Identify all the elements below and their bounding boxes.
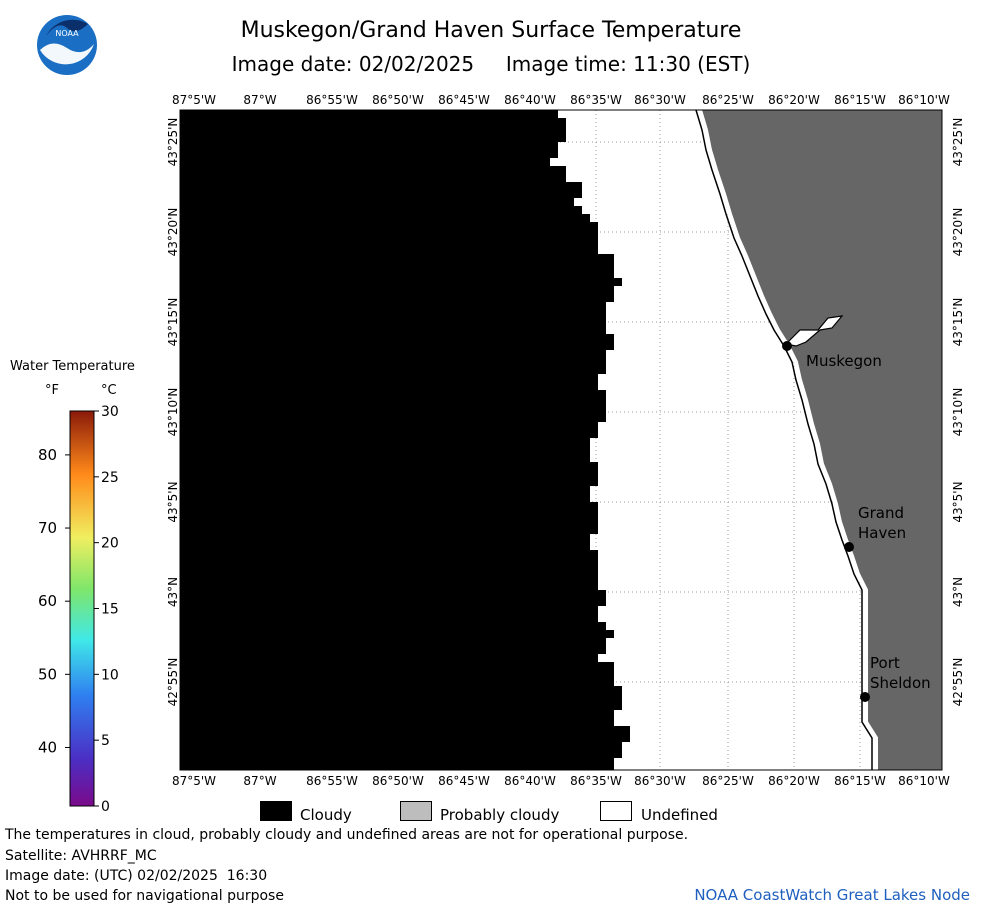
longitude-label-bottom: 86°40'W bbox=[504, 774, 556, 788]
legend-title: Water Temperature bbox=[10, 359, 135, 374]
fahrenheit-tick-label: 40 bbox=[38, 738, 57, 756]
latitude-label-right: 43°20'N bbox=[951, 208, 965, 257]
celsius-tick-label: 0 bbox=[101, 799, 110, 815]
celsius-tick-label: 10 bbox=[101, 667, 119, 683]
longitude-label-top: 86°15'W bbox=[834, 93, 886, 107]
longitude-labels-bottom: 87°5'W 87°W 86°55'W 86°50'W 86°45'W 86°40'W 86… bbox=[172, 774, 950, 788]
longitude-label-top: 86°50'W bbox=[372, 93, 424, 107]
longitude-labels-top: 87°5'W 87°W 86°55'W 86°50'W 86°45'W 86°40'W 86… bbox=[172, 93, 950, 107]
port-sheldon-label-2: Sheldon bbox=[870, 674, 931, 692]
note-line-1: The temperatures in cloud, probably clou… bbox=[5, 827, 689, 843]
longitude-label-bottom: 86°20'W bbox=[768, 774, 820, 788]
celsius-tick-label: 25 bbox=[101, 470, 119, 486]
longitude-label-bottom: 86°55'W bbox=[306, 774, 358, 788]
grand-haven-label-1: Grand bbox=[858, 504, 904, 522]
latitude-label-left: 43°20'N bbox=[166, 208, 180, 257]
page-title: Muskegon/Grand Haven Surface Temperature bbox=[240, 18, 742, 43]
land-area bbox=[700, 110, 942, 770]
fahrenheit-tick-label: 60 bbox=[38, 592, 57, 610]
fahrenheit-tick-label: 80 bbox=[38, 446, 57, 464]
muskegon-marker bbox=[782, 341, 792, 351]
longitude-label-top: 86°20'W bbox=[768, 93, 820, 107]
legend-unit-f: °F bbox=[45, 383, 59, 398]
note-navigation-warning: Not to be used for navigational purpose bbox=[5, 888, 284, 904]
longitude-label-top: 86°30'W bbox=[634, 93, 686, 107]
note-utc-date: Image date: (UTC) 02/02/2025 16:30 bbox=[5, 868, 268, 884]
latitude-label-right: 42°55'N bbox=[951, 658, 965, 707]
muskegon-lake bbox=[784, 315, 844, 347]
grand-haven-marker bbox=[844, 542, 854, 552]
latitude-labels-left: 43°25'N 43°20'N 43°15'N 43°10'N 43°5'N 43°N 42… bbox=[166, 118, 180, 707]
port-sheldon-label-1: Port bbox=[870, 654, 900, 672]
grand-haven-label-2: Haven bbox=[858, 524, 906, 542]
longitude-label-bottom: 86°25'W bbox=[702, 774, 754, 788]
muskegon-label: Muskegon bbox=[806, 352, 882, 370]
longitude-label-top: 86°45'W bbox=[438, 93, 490, 107]
longitude-label-top: 86°25'W bbox=[702, 93, 754, 107]
latitude-label-left: 43°5'N bbox=[166, 481, 180, 522]
latitude-label-left: 43°15'N bbox=[166, 298, 180, 347]
image-datetime-subtitle: Image date: 02/02/2025 Image time: 11:30… bbox=[231, 52, 751, 76]
longitude-label-bottom: 87°W bbox=[243, 774, 276, 788]
longitude-label-top: 86°10'W bbox=[898, 93, 950, 107]
logo-text: NOAA bbox=[55, 29, 79, 38]
fahrenheit-tick-label: 50 bbox=[38, 665, 57, 683]
latitude-label-left: 42°55'N bbox=[166, 658, 180, 707]
longitude-label-bottom: 86°30'W bbox=[634, 774, 686, 788]
temperature-color-bar bbox=[69, 410, 95, 807]
longitude-label-top: 86°35'W bbox=[570, 93, 622, 107]
latitude-label-right: 43°10'N bbox=[951, 388, 965, 437]
key-undefined-label: Undefined bbox=[641, 806, 718, 824]
key-undefined-swatch bbox=[600, 801, 632, 821]
celsius-tick-label: 5 bbox=[101, 733, 110, 749]
latitude-label-right: 43°15'N bbox=[951, 298, 965, 347]
key-probably-cloudy-label: Probably cloudy bbox=[440, 806, 560, 824]
longitude-label-bottom: 87°5'W bbox=[172, 774, 216, 788]
fahrenheit-tick-label: 70 bbox=[38, 519, 57, 537]
longitude-label-top: 87°W bbox=[243, 93, 276, 107]
coastline-edge bbox=[695, 109, 873, 770]
longitude-label-bottom: 86°50'W bbox=[372, 774, 424, 788]
coastline bbox=[698, 109, 878, 770]
celsius-tick-label: 30 bbox=[101, 404, 119, 420]
longitude-label-bottom: 86°45'W bbox=[438, 774, 490, 788]
latitude-label-left: 43°10'N bbox=[166, 388, 180, 437]
map-frame bbox=[179, 109, 943, 771]
longitude-label-bottom: 86°35'W bbox=[570, 774, 622, 788]
latitude-label-right: 43°25'N bbox=[951, 118, 965, 167]
latitude-label-right: 43°5'N bbox=[951, 481, 965, 522]
latitude-labels-right: 43°25'N 43°20'N 43°15'N 43°10'N 43°5'N 43°N 42… bbox=[951, 118, 965, 707]
longitude-label-bottom: 86°10'W bbox=[898, 774, 950, 788]
key-cloudy-swatch bbox=[260, 801, 292, 821]
celsius-tick-label: 20 bbox=[101, 536, 119, 552]
key-cloudy-label: Cloudy bbox=[300, 806, 352, 824]
latitude-label-left: 43°25'N bbox=[166, 118, 180, 167]
longitude-label-top: 86°55'W bbox=[306, 93, 358, 107]
celsius-tick-label: 15 bbox=[101, 602, 119, 618]
key-probably-cloudy-swatch bbox=[400, 801, 432, 821]
longitude-label-top: 87°5'W bbox=[172, 93, 216, 107]
latitude-label-right: 43°N bbox=[951, 577, 965, 607]
longitude-label-bottom: 86°15'W bbox=[834, 774, 886, 788]
noaa-logo: NOAA bbox=[37, 15, 97, 75]
port-sheldon-marker bbox=[860, 692, 870, 702]
cloud-mask bbox=[180, 110, 630, 770]
legend-unit-c: °C bbox=[101, 383, 117, 398]
credit-text: NOAA CoastWatch Great Lakes Node bbox=[694, 886, 970, 904]
longitude-label-top: 86°40'W bbox=[504, 93, 556, 107]
note-satellite: Satellite: AVHRRF_MC bbox=[5, 848, 157, 864]
latitude-label-left: 43°N bbox=[166, 577, 180, 607]
